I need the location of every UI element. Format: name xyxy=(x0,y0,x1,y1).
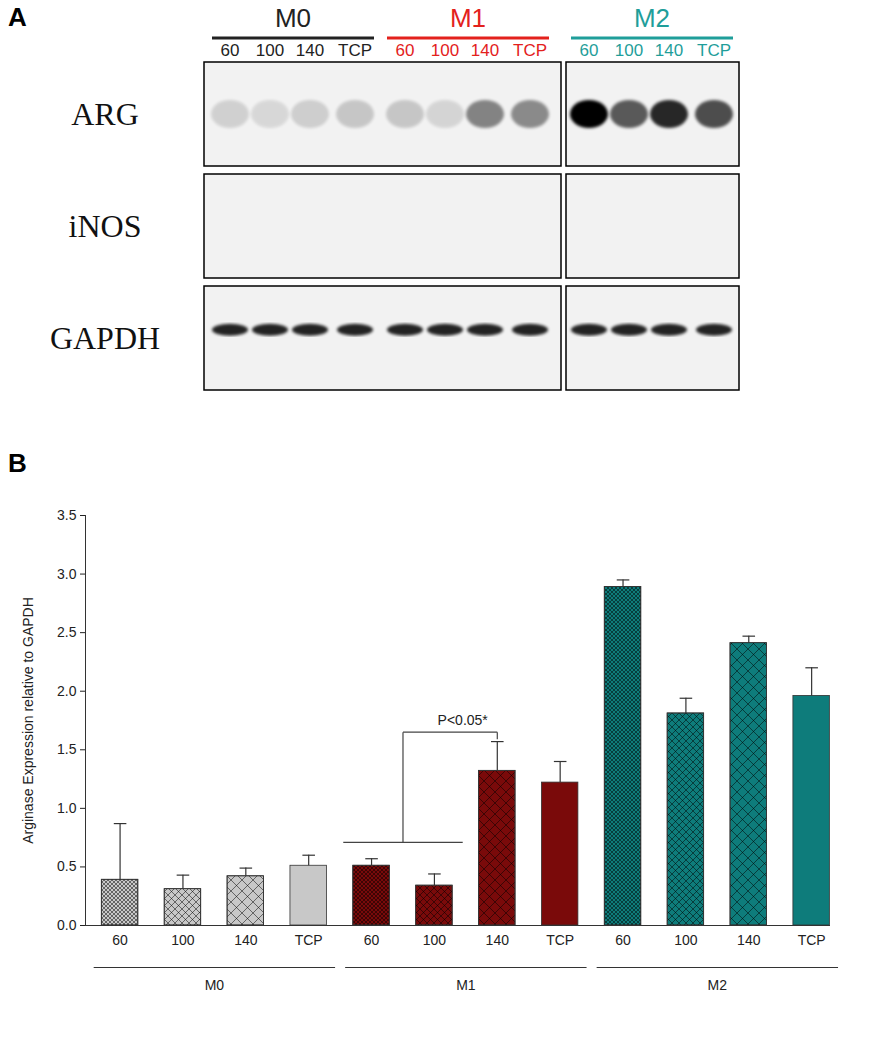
svg-text:M2: M2 xyxy=(708,977,728,993)
svg-text:0.5: 0.5 xyxy=(57,858,77,874)
svg-text:3.0: 3.0 xyxy=(57,566,77,582)
svg-text:100: 100 xyxy=(615,41,643,60)
svg-text:GAPDH: GAPDH xyxy=(50,320,160,356)
svg-text:0.0: 0.0 xyxy=(57,917,77,933)
svg-text:2.0: 2.0 xyxy=(57,683,77,699)
svg-text:1.0: 1.0 xyxy=(57,800,77,816)
svg-text:3.5: 3.5 xyxy=(57,507,77,523)
svg-text:TCP: TCP xyxy=(546,932,574,948)
svg-text:TCP: TCP xyxy=(295,932,323,948)
svg-text:M1: M1 xyxy=(456,977,476,993)
svg-text:M0: M0 xyxy=(205,977,225,993)
svg-text:60: 60 xyxy=(580,41,599,60)
svg-text:TCP: TCP xyxy=(338,41,372,60)
svg-text:iNOS: iNOS xyxy=(69,208,142,244)
svg-text:2.5: 2.5 xyxy=(57,624,77,640)
svg-text:60: 60 xyxy=(396,41,415,60)
svg-text:100: 100 xyxy=(431,41,459,60)
svg-text:140: 140 xyxy=(737,932,761,948)
svg-text:140: 140 xyxy=(234,932,258,948)
svg-text:60: 60 xyxy=(112,932,128,948)
svg-text:P<0.05*: P<0.05* xyxy=(438,712,489,728)
svg-text:100: 100 xyxy=(171,932,195,948)
svg-text:100: 100 xyxy=(423,932,447,948)
svg-text:1.5: 1.5 xyxy=(57,741,77,757)
svg-text:M0: M0 xyxy=(275,3,311,33)
svg-text:TCP: TCP xyxy=(697,41,731,60)
svg-text:140: 140 xyxy=(486,932,510,948)
svg-text:TCP: TCP xyxy=(798,932,826,948)
svg-text:140: 140 xyxy=(471,41,499,60)
svg-text:100: 100 xyxy=(674,932,698,948)
html-text:B: B xyxy=(8,448,27,478)
svg-text:M1: M1 xyxy=(450,3,486,33)
svg-text:M2: M2 xyxy=(634,3,670,33)
svg-text:Arginase Expression relative t: Arginase Expression relative to GAPDH xyxy=(20,597,36,844)
svg-text:140: 140 xyxy=(296,41,324,60)
svg-text:TCP: TCP xyxy=(513,41,547,60)
svg-text:ARG: ARG xyxy=(71,96,139,132)
html-text:A: A xyxy=(8,2,27,32)
svg-text:60: 60 xyxy=(221,41,240,60)
svg-text:100: 100 xyxy=(256,41,284,60)
svg-text:60: 60 xyxy=(364,932,380,948)
svg-text:60: 60 xyxy=(615,932,631,948)
svg-text:140: 140 xyxy=(655,41,683,60)
